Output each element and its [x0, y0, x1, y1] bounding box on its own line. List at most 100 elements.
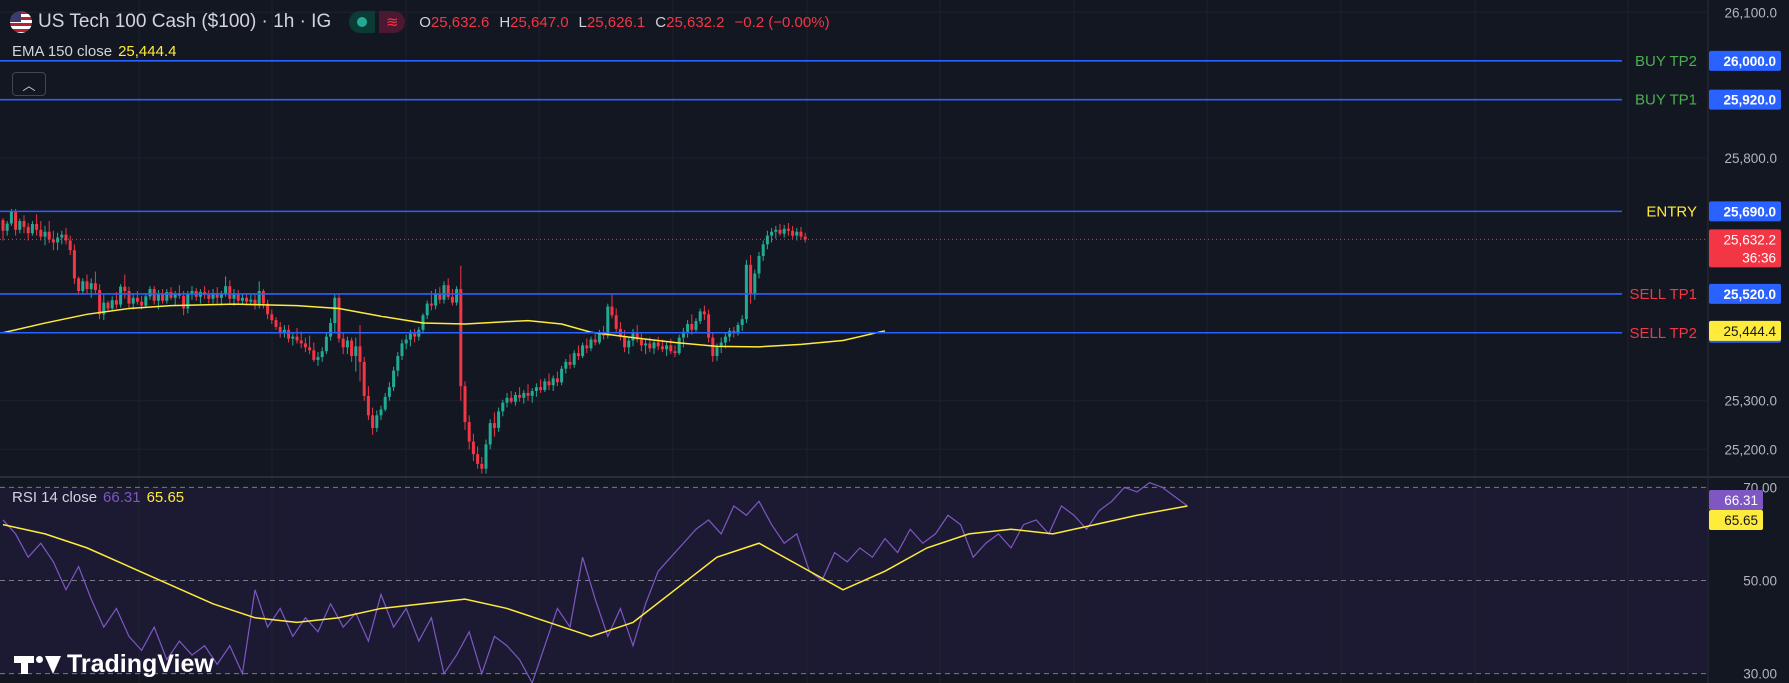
candle	[669, 338, 673, 355]
candle-body	[173, 293, 177, 298]
tradingview-logo[interactable]: TradingView	[14, 650, 214, 679]
candle	[240, 293, 244, 304]
candle-body	[459, 289, 463, 387]
candle-body	[249, 299, 253, 302]
candle	[387, 382, 391, 401]
candle-body	[480, 463, 484, 469]
candle	[585, 338, 589, 354]
rsi-tick-label-1: 50.00	[1743, 574, 1777, 589]
candle-body	[366, 395, 370, 416]
candle	[379, 405, 383, 421]
candle	[207, 290, 211, 304]
candle	[795, 227, 799, 241]
candle-body	[774, 229, 778, 232]
candle	[568, 354, 572, 369]
candle-body	[379, 409, 383, 416]
rsi-line	[2, 481, 1188, 683]
candle	[778, 223, 782, 236]
candle-body	[295, 336, 299, 341]
candle	[56, 232, 60, 251]
candle	[791, 225, 795, 239]
candle-body	[270, 314, 274, 321]
tradingview-logo-icon	[14, 655, 61, 674]
candle-body	[148, 289, 152, 297]
candle-body	[337, 297, 341, 339]
candle	[366, 386, 370, 421]
candle-body	[245, 297, 249, 302]
candle	[392, 366, 396, 392]
candle-body	[765, 235, 769, 245]
candle	[765, 230, 769, 250]
symbol-title[interactable]: US Tech 100 Cash ($100) · 1h · IG	[38, 11, 332, 32]
candle-body	[614, 315, 618, 329]
candle-body	[686, 324, 690, 332]
candle	[35, 214, 39, 236]
candle	[245, 293, 249, 306]
open-value: 25,632.6	[430, 13, 490, 31]
candle	[799, 226, 803, 240]
candle-body	[35, 223, 39, 230]
candle	[232, 289, 236, 306]
rsi-ma-value-tag: 65.65	[1709, 509, 1763, 530]
candle-body	[639, 339, 643, 346]
close-key: C	[655, 13, 667, 31]
candle	[274, 317, 278, 330]
candle-body	[72, 250, 76, 279]
candle	[455, 286, 459, 306]
candle	[215, 287, 219, 304]
candle-body	[26, 226, 30, 234]
candle-body	[119, 286, 123, 305]
candle	[278, 322, 282, 338]
candle	[287, 324, 291, 343]
candle	[526, 384, 530, 401]
candle	[534, 383, 538, 397]
price-tick-label-1: 25,800.0	[1724, 151, 1777, 166]
candle-body	[253, 299, 257, 306]
market-status-pill[interactable]: ≋	[349, 11, 406, 33]
candle-body	[291, 336, 295, 339]
rsi-legend[interactable]: RSI 14 close 66.31 65.65	[12, 489, 184, 506]
candle-body	[308, 347, 312, 351]
candle	[375, 410, 379, 432]
candle-body	[509, 397, 513, 402]
candle	[236, 290, 240, 305]
candle	[337, 293, 341, 343]
candle	[106, 300, 110, 313]
candle	[581, 342, 585, 359]
candle	[513, 391, 517, 406]
ema-legend[interactable]: EMA 150 close 25,444.4	[12, 43, 176, 60]
level-price-label: 25,520.0	[1723, 287, 1776, 302]
candle	[673, 345, 677, 358]
candle-body	[324, 336, 328, 352]
candle-body	[236, 293, 240, 301]
candle	[728, 327, 732, 342]
low-key: L	[578, 13, 587, 31]
candle	[702, 305, 706, 321]
candle	[14, 208, 18, 236]
candle-body	[770, 231, 774, 236]
candle	[698, 308, 702, 325]
rsi-tag-box	[1709, 489, 1763, 510]
candle	[123, 274, 127, 299]
candle-body	[43, 231, 47, 237]
candle	[362, 357, 366, 401]
candle-body	[152, 289, 156, 301]
candle	[501, 399, 505, 417]
level-buy-tp1: BUY TP1 25,920.0	[0, 89, 1781, 110]
candle	[77, 276, 81, 295]
candle	[110, 296, 114, 311]
candle	[518, 387, 522, 402]
candle-body	[106, 302, 110, 309]
candle	[665, 342, 669, 357]
candle	[757, 252, 761, 279]
candle-body	[581, 345, 585, 357]
candle-body	[656, 342, 660, 347]
candle-body	[467, 422, 471, 442]
candle-body	[526, 392, 530, 396]
level-price-tag	[1709, 201, 1781, 222]
candle	[753, 269, 757, 300]
candle-body	[702, 311, 706, 315]
collapse-legend-button[interactable]: ︿	[12, 72, 46, 96]
candle	[43, 225, 47, 246]
